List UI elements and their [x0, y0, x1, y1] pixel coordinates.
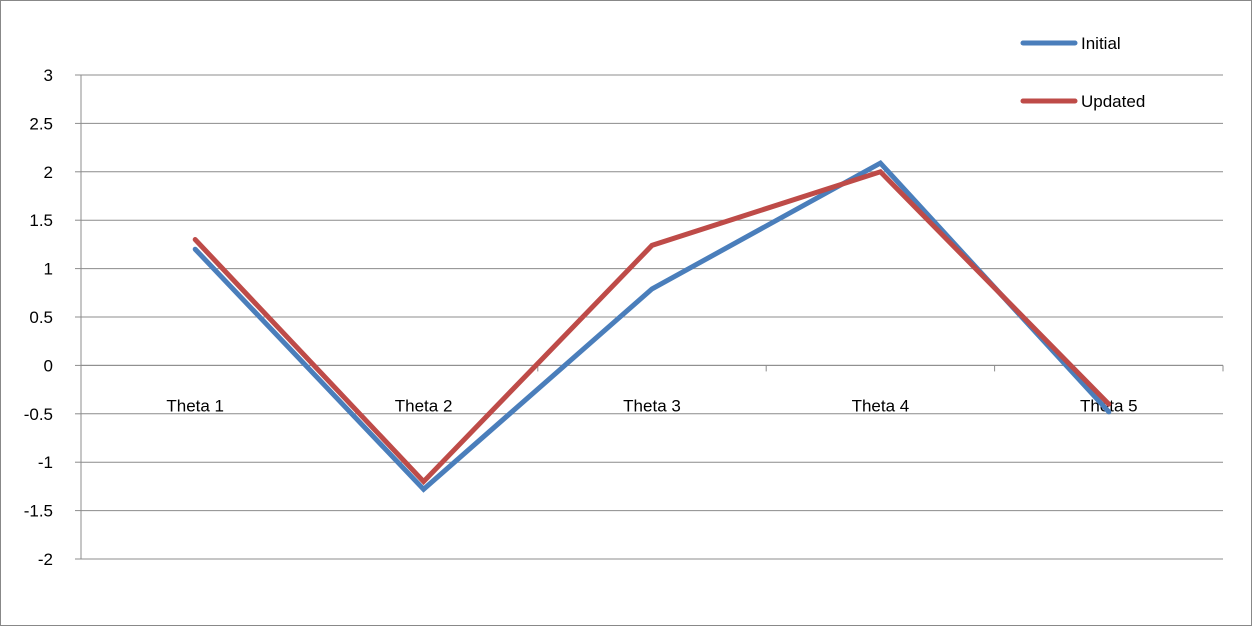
y-tick-label: -1.5: [24, 502, 53, 521]
y-tick-label: 3: [44, 66, 53, 85]
y-tick-label: 0: [44, 356, 53, 375]
series-lines: [192, 159, 1112, 493]
legend-label-updated: Updated: [1081, 92, 1145, 111]
x-tick-label: Theta 1: [166, 396, 224, 415]
x-tick-label: Theta 2: [395, 396, 453, 415]
y-tick-label: -0.5: [24, 405, 53, 424]
y-tick-label: -2: [38, 550, 53, 569]
y-tick-label: 1.5: [29, 211, 53, 230]
legend-label-initial: Initial: [1081, 34, 1121, 53]
y-tick-label: 1: [44, 260, 53, 279]
gridlines: [81, 74, 1223, 560]
series-line-initial: [192, 159, 1112, 493]
y-tick-label: 2.5: [29, 114, 53, 133]
legend: Initial Updated: [1020, 34, 1145, 111]
x-tick-label: Theta 4: [852, 396, 910, 415]
series-line-updated: [192, 168, 1112, 486]
y-axis-ticks: 3 2.5 2 1.5 1 0.5 0 -0.5 -1 -1.5 -2: [24, 66, 81, 569]
y-tick-label: -1: [38, 453, 53, 472]
x-tick-label: Theta 3: [623, 396, 681, 415]
y-tick-label: 2: [44, 163, 53, 182]
y-tick-label: 0.5: [29, 308, 53, 327]
x-axis-ticks: Theta 1 Theta 2 Theta 3 Theta 4 Theta 5: [80, 365, 1224, 415]
